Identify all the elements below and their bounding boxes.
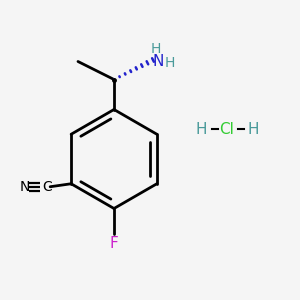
Text: N: N [20, 180, 30, 194]
Text: F: F [110, 236, 118, 250]
Text: H: H [164, 56, 175, 70]
Text: H: H [248, 122, 259, 136]
Text: N: N [153, 54, 164, 69]
Text: C: C [42, 180, 52, 194]
Text: Cl: Cl [219, 122, 234, 136]
Text: H: H [196, 122, 207, 136]
Text: H: H [151, 42, 161, 56]
